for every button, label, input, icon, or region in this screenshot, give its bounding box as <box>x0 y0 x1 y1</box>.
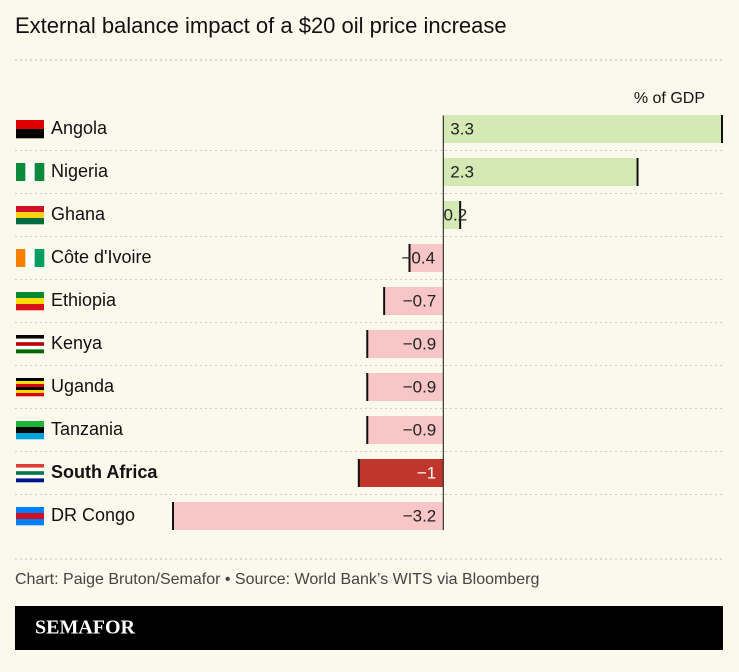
flag <box>16 378 44 382</box>
flag <box>16 249 26 267</box>
category-label: Tanzania <box>51 419 124 439</box>
bar <box>358 459 444 487</box>
flag <box>16 507 44 514</box>
value-label: −0.9 <box>403 377 437 396</box>
flag <box>16 478 44 483</box>
unit-label: % of GDP <box>634 90 705 107</box>
category-label: South Africa <box>51 462 158 482</box>
flag <box>16 390 44 394</box>
flag <box>16 467 44 472</box>
flag <box>16 474 44 479</box>
value-label: −0.4 <box>401 248 435 267</box>
bar <box>443 115 722 143</box>
value-label: −0.9 <box>403 420 437 439</box>
bar <box>384 287 444 315</box>
flag <box>16 387 44 391</box>
flag <box>16 384 44 388</box>
bar <box>367 416 444 444</box>
flag <box>16 381 44 385</box>
category-label: Kenya <box>51 333 103 353</box>
bar <box>173 502 444 530</box>
flag <box>16 335 44 339</box>
flag <box>16 519 44 526</box>
value-label: −0.7 <box>403 291 437 310</box>
flag <box>16 433 44 440</box>
flag <box>16 471 44 476</box>
category-label: Ethiopia <box>51 290 117 310</box>
flag <box>16 464 44 468</box>
bar <box>443 201 461 229</box>
flag <box>16 212 44 219</box>
flag <box>16 513 44 520</box>
flag <box>16 345 44 350</box>
flag <box>16 349 44 354</box>
flag <box>16 304 44 311</box>
flag <box>25 163 35 181</box>
value-label: −1 <box>417 463 436 482</box>
bar <box>443 158 638 186</box>
flag <box>16 120 44 130</box>
flag <box>16 298 44 305</box>
flag <box>16 427 44 434</box>
value-label: 0.2 <box>444 205 468 224</box>
brand: SEMAFOR <box>35 617 136 639</box>
value-label: −0.9 <box>403 334 437 353</box>
category-label: Ghana <box>51 204 106 224</box>
flag <box>16 129 44 139</box>
flag <box>16 421 44 428</box>
chart-title: External balance impact of a $20 oil pri… <box>15 13 507 38</box>
bar <box>367 373 444 401</box>
category-label: DR Congo <box>51 505 135 525</box>
flag <box>16 218 44 225</box>
flag <box>34 249 45 267</box>
category-label: Côte d'Ivoire <box>51 247 152 267</box>
bar <box>367 330 444 358</box>
category-label: Angola <box>51 118 108 138</box>
flag <box>16 292 44 299</box>
footer-bar <box>15 606 723 650</box>
value-label: 3.3 <box>450 119 474 138</box>
flag <box>16 206 44 213</box>
flag <box>16 163 26 181</box>
category-label: Nigeria <box>51 161 109 181</box>
flag <box>25 249 35 267</box>
source-note: Chart: Paige Bruton/Semafor • Source: Wo… <box>15 571 539 588</box>
flag <box>34 163 45 181</box>
flag <box>16 338 44 343</box>
flag <box>16 342 44 347</box>
category-label: Uganda <box>51 376 115 396</box>
value-label: −3.2 <box>403 506 437 525</box>
flag <box>16 393 44 397</box>
value-label: 2.3 <box>450 162 474 181</box>
bar <box>409 244 444 272</box>
